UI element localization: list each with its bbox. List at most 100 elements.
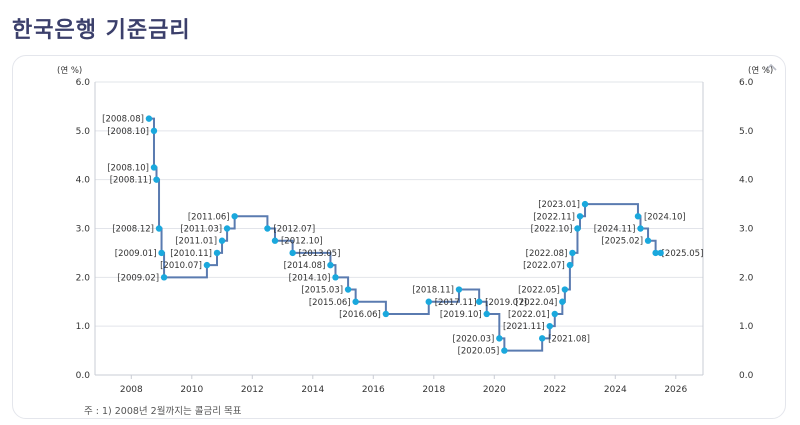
- x-tick-label: 2024: [604, 385, 627, 395]
- chart-footnote: 주 : 1) 2008년 2월까지는 콜금리 목표: [84, 406, 242, 417]
- data-label: [2011.01]: [175, 237, 217, 247]
- x-tick-label: 2008: [120, 385, 143, 395]
- data-point: [327, 261, 334, 269]
- data-point: [546, 322, 553, 330]
- data-label: [2024.10]: [644, 212, 686, 222]
- data-label: [2022.01]: [508, 310, 550, 320]
- data-point: [501, 347, 508, 354]
- data-point: [160, 274, 168, 281]
- y-tick-label: 4.0: [76, 176, 91, 186]
- data-point: [344, 286, 352, 293]
- data-label: [2008.08]: [102, 115, 144, 125]
- data-label: [2009.02]: [117, 273, 159, 283]
- x-tick-label: 2026: [664, 385, 687, 395]
- data-label: [2022.07]: [523, 261, 565, 271]
- data-label: [2021.11]: [503, 322, 545, 332]
- x-tick-label: 2022: [543, 385, 566, 395]
- data-point: [644, 237, 652, 244]
- data-label: [2019.07]: [485, 298, 527, 308]
- data-point: [145, 115, 153, 122]
- data-point: [483, 310, 490, 318]
- y-axis-label-right: (연 %): [748, 66, 773, 76]
- y-tick-label-right: 4.0: [739, 176, 754, 186]
- data-label: [2020.03]: [453, 334, 495, 344]
- data-label: [2008.10]: [107, 127, 149, 137]
- data-point: [569, 249, 576, 257]
- data-label: [2022.08]: [526, 249, 568, 259]
- y-tick-label: 0.0: [76, 371, 91, 381]
- y-axis-label: (연 %): [57, 66, 82, 76]
- data-point: [574, 225, 581, 232]
- data-point: [559, 298, 566, 305]
- data-point: [637, 225, 644, 232]
- y-tick-label: 6.0: [76, 78, 91, 88]
- data-label: [2012.10]: [281, 237, 323, 247]
- x-tick-label: 2012: [241, 385, 264, 395]
- data-point: [223, 225, 231, 232]
- data-point: [289, 249, 296, 257]
- data-label: [2011.03]: [180, 225, 222, 235]
- data-label: [2024.11]: [594, 225, 636, 235]
- y-tick-label-right: 1.0: [739, 322, 754, 332]
- data-point: [551, 310, 558, 318]
- x-tick-label: 2014: [301, 385, 324, 395]
- data-label: [2011.06]: [188, 212, 230, 222]
- data-point-end: [657, 249, 664, 257]
- x-tick-label: 2010: [180, 385, 203, 395]
- data-point: [271, 237, 279, 244]
- data-label: [2022.05]: [518, 286, 560, 296]
- y-tick-label: 3.0: [76, 225, 91, 235]
- data-label: [2020.05]: [458, 347, 500, 357]
- data-label: [2014.10]: [289, 273, 331, 283]
- data-label: [2008.10]: [107, 163, 149, 173]
- data-label: [2015.06]: [309, 298, 351, 308]
- data-point: [581, 200, 589, 208]
- data-point: [352, 298, 359, 305]
- data-point: [264, 225, 271, 232]
- x-tick-label: 2016: [362, 385, 385, 395]
- data-label: [2010.07]: [160, 261, 202, 271]
- data-point: [203, 261, 211, 269]
- y-tick-label: 5.0: [76, 127, 91, 137]
- y-tick-label-right: 3.0: [739, 225, 754, 235]
- data-point: [566, 261, 574, 269]
- data-point: [332, 274, 339, 281]
- data-point: [158, 249, 165, 257]
- x-tick-label: 2020: [483, 385, 506, 395]
- y-tick-label: 2.0: [76, 273, 91, 283]
- data-point: [382, 310, 390, 318]
- data-point: [150, 164, 158, 171]
- data-label: [2022.04]: [516, 298, 558, 308]
- data-label: [2015.03]: [301, 286, 343, 296]
- chevron-up-icon[interactable]: [764, 62, 778, 72]
- chart-panel: [12, 55, 786, 419]
- data-label: [2016.06]: [339, 310, 381, 320]
- data-label: [2012.07]: [273, 225, 315, 235]
- data-point: [455, 286, 463, 293]
- data-point: [153, 176, 160, 183]
- data-label: [2018.11]: [412, 286, 454, 296]
- data-point: [155, 225, 163, 232]
- data-point: [496, 335, 503, 342]
- data-label: [2019.10]: [440, 310, 482, 320]
- data-label: [2025.02]: [601, 237, 643, 247]
- data-label: [2023.01]: [538, 200, 580, 210]
- y-tick-label-right: 6.0: [739, 78, 754, 88]
- y-tick-label-right: 2.0: [739, 273, 754, 283]
- x-tick-label: 2018: [422, 385, 445, 395]
- data-label: [2022.11]: [533, 212, 575, 222]
- data-point: [561, 286, 569, 293]
- data-label: [2017.11]: [435, 298, 477, 308]
- data-label: [2014.08]: [284, 261, 326, 271]
- data-point: [150, 127, 158, 135]
- data-point: [576, 213, 584, 220]
- data-label: [2010.11]: [170, 249, 212, 259]
- data-point: [652, 249, 659, 257]
- y-tick-label-right: 5.0: [739, 127, 754, 137]
- data-label: [2008.12]: [112, 225, 154, 235]
- data-point: [218, 237, 226, 244]
- data-label: [2013.05]: [299, 249, 341, 259]
- y-tick-label-right: 0.0: [739, 371, 754, 381]
- y-tick-label: 1.0: [76, 322, 91, 332]
